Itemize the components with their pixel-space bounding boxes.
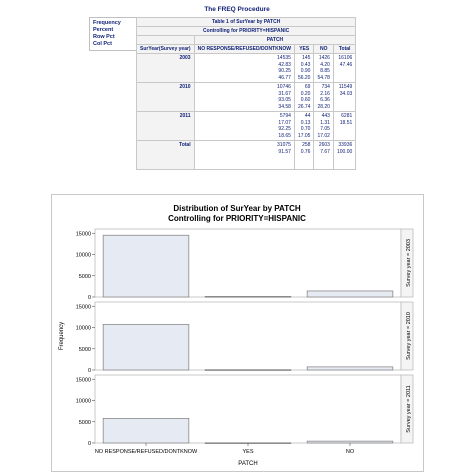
- table-cell: 2603 7.67: [313, 140, 334, 170]
- row-header: SurYear(Survey year): [136, 44, 195, 54]
- cell-value: 10746: [277, 84, 291, 90]
- table-cell: 258 0.76: [293, 140, 315, 170]
- legend-item-percent: Percent: [93, 27, 114, 33]
- cell-value: 18.51: [339, 119, 353, 126]
- column-header: NO: [313, 44, 334, 54]
- cell-value: 5794: [279, 113, 291, 119]
- cell-value: 54.78: [317, 74, 330, 81]
- cell-value: 0.70: [300, 126, 311, 132]
- cell-value: 1426: [318, 55, 330, 61]
- column-header: Total: [332, 44, 357, 54]
- crosstab-table: Table 1 of SurYear by PATCH Controlling …: [135, 17, 357, 170]
- cell-value: 28.20: [317, 103, 330, 110]
- cell-value: 0.13: [300, 119, 311, 126]
- cell-value: 17.05: [297, 132, 311, 139]
- cell-value: 734: [321, 84, 330, 90]
- cell-value: 6281: [341, 113, 353, 119]
- table-subtitle: Controlling for PRIORITY=HISPANIC: [135, 26, 357, 36]
- table-row: 2003 14535 42.83 90.25 46.77 145 0.43 0.90 56.20…: [136, 53, 357, 83]
- cell-value: 0.76: [300, 148, 311, 155]
- statistics-legend: Frequency Percent Row Pct Col Pct: [89, 17, 141, 51]
- cell-value: 0.43: [300, 61, 311, 68]
- row-label: Total: [136, 140, 195, 170]
- table-cell: 10746 31.67 93.05 34.58: [193, 82, 295, 112]
- table-cell: 33936 100.00: [332, 140, 357, 170]
- cell-value: 26.74: [297, 103, 311, 110]
- cell-value: 91.57: [278, 148, 291, 155]
- cell-value: 33936: [338, 142, 353, 148]
- cell-value: 34.58: [278, 103, 291, 110]
- cell-value: 34.03: [339, 90, 353, 97]
- cell-value: 16106: [338, 55, 353, 61]
- cell-value: 17.07: [278, 119, 291, 126]
- row-label: 2010: [136, 82, 195, 112]
- cell-value: 7.05: [320, 126, 330, 132]
- cell-value: 46.77: [278, 74, 291, 81]
- cell-value: 17.02: [317, 132, 330, 139]
- cell-value: 11549: [338, 84, 353, 90]
- column-group-header: PATCH: [193, 35, 357, 45]
- cell-value: 42.83: [278, 61, 291, 68]
- table-cell: 44 0.13 0.70 17.05: [293, 111, 315, 141]
- cell-value: 2603: [318, 142, 330, 148]
- table-row: Total 31075 91.57 258 0.76 2603 7.67 33936 100.0…: [136, 140, 357, 170]
- cell-value: 258: [302, 142, 311, 148]
- cell-value: 1.31: [320, 119, 330, 126]
- cell-value: 4.20: [320, 61, 330, 68]
- page-title: The FREQ Procedure: [204, 6, 270, 13]
- table-cell: 443 1.31 7.05 17.02: [313, 111, 334, 141]
- legend-item-row-pct: Row Pct: [93, 34, 115, 40]
- legend-item-frequency: Frequency: [93, 20, 121, 26]
- table-row: 2011 5794 17.07 92.25 18.65 44 0.13 0.70 17.05 44…: [136, 111, 357, 141]
- cell-value: [298, 162, 311, 169]
- row-label: 2003: [136, 53, 195, 83]
- cell-value: 443: [321, 113, 330, 119]
- cell-value: 47.46: [339, 61, 353, 68]
- cell-value: 56.20: [297, 74, 311, 81]
- chart-frame: [51, 194, 424, 472]
- cell-value: 100.00: [336, 148, 353, 155]
- table-cell: 1426 4.20 8.85 54.78: [313, 53, 334, 83]
- table-title: Table 1 of SurYear by PATCH: [135, 17, 357, 27]
- table-cell: 145 0.43 0.90 56.20: [293, 53, 315, 83]
- table-cell: 11549 34.03: [332, 82, 357, 112]
- cell-value: [337, 162, 352, 169]
- cell-value: 92.25: [278, 126, 291, 132]
- column-header: YES: [293, 44, 315, 54]
- cell-value: 0.90: [300, 68, 311, 74]
- cell-value: 8.85: [320, 68, 330, 74]
- cell-value: 0.20: [300, 90, 311, 97]
- cell-value: 93.05: [278, 97, 291, 103]
- cell-value: [317, 162, 330, 169]
- cell-value: [337, 104, 352, 111]
- cell-value: [337, 75, 352, 82]
- cell-value: 2.16: [320, 90, 330, 97]
- cell-value: 145: [302, 55, 311, 61]
- table-cell: 734 2.16 6.36 28.20: [313, 82, 334, 112]
- cell-value: 90.25: [278, 68, 291, 74]
- table-cell: 14535 42.83 90.25 46.77: [193, 53, 295, 83]
- cell-value: 6.36: [320, 97, 330, 103]
- cell-value: 14535: [277, 55, 291, 61]
- cell-value: 0.60: [300, 97, 311, 103]
- column-header: NO RESPONSE/REFUSED/DONTKNOW: [193, 44, 295, 54]
- table-cell: 31075 91.57: [193, 140, 295, 170]
- cell-value: [198, 162, 291, 169]
- cell-value: 31075: [277, 142, 291, 148]
- table-cell: 69 0.20 0.60 26.74: [293, 82, 315, 112]
- table-row: 2010 10746 31.67 93.05 34.58 69 0.20 0.60 26.74 7…: [136, 82, 357, 112]
- cell-value: 31.67: [278, 90, 291, 97]
- table-cell: 5794 17.07 92.25 18.65: [193, 111, 295, 141]
- cell-value: 7.67: [320, 148, 330, 155]
- row-label: 2011: [136, 111, 195, 141]
- table-cell: 16106 47.46: [332, 53, 357, 83]
- table-cell: 6281 18.51: [332, 111, 357, 141]
- legend-item-col-pct: Col Pct: [93, 41, 112, 47]
- cell-value: [337, 133, 352, 140]
- cell-value: 44: [304, 113, 311, 119]
- cell-value: 18.65: [278, 132, 291, 139]
- cell-value: 69: [304, 84, 311, 90]
- table-corner: [136, 35, 195, 45]
